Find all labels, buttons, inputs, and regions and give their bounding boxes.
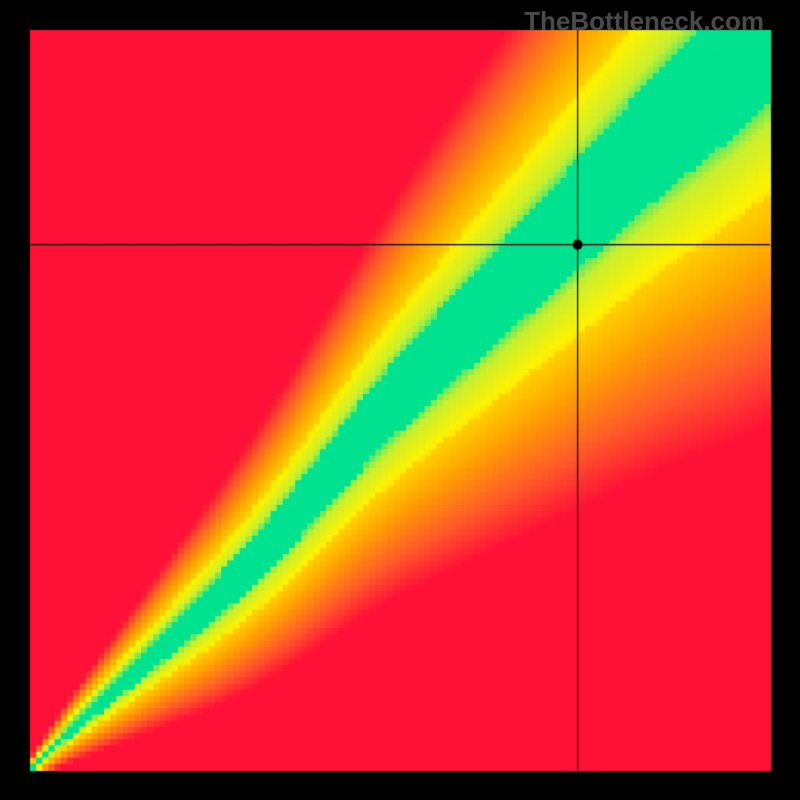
watermark-text: TheBottleneck.com — [524, 6, 764, 37]
crosshair-overlay — [0, 0, 800, 800]
